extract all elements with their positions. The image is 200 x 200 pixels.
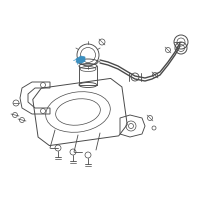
Polygon shape <box>76 56 85 63</box>
